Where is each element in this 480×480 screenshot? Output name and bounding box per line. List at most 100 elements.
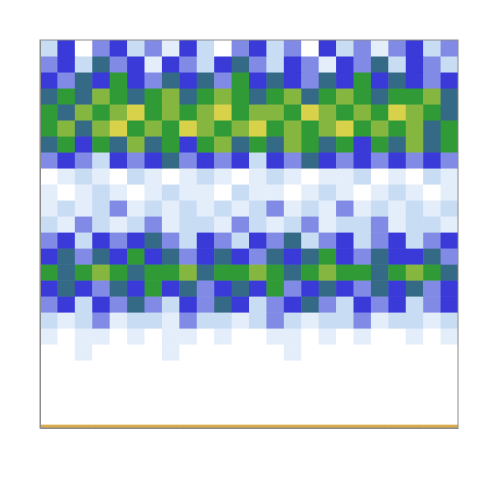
cell [145,216,163,233]
cell [57,360,75,377]
cell [266,280,284,297]
cell [406,232,424,249]
cell [162,88,180,105]
cell [179,40,197,57]
cell [57,376,75,393]
cell [179,104,197,121]
cell [57,328,75,345]
cell [284,264,302,281]
cell [214,392,232,409]
cell [40,72,58,89]
cell [266,424,284,428]
cell [406,328,424,345]
cell [162,232,180,249]
cell [162,248,180,265]
cell [371,360,389,377]
cell [75,376,93,393]
cell [336,200,354,217]
cell [319,152,337,169]
cell [354,200,372,217]
cell [127,296,145,313]
cell [388,200,406,217]
cell [284,104,302,121]
cell [110,248,128,265]
cell [40,216,58,233]
cell [110,168,128,185]
cell [214,376,232,393]
cell [388,264,406,281]
cell [319,312,337,329]
cell [127,56,145,73]
cell [197,184,215,201]
cell [40,232,58,249]
cell [110,328,128,345]
cell [40,168,58,185]
cell [388,88,406,105]
cell [249,136,267,153]
cell [179,328,197,345]
cell [75,120,93,137]
cell [249,40,267,57]
cell [57,168,75,185]
cell [162,152,180,169]
cell [319,216,337,233]
cell [371,408,389,425]
cell [371,344,389,361]
cell [92,392,110,409]
cell [441,40,458,57]
cell [406,280,424,297]
cell [284,312,302,329]
cell [371,296,389,313]
cell [145,376,163,393]
cell [388,56,406,73]
cell [336,424,354,428]
cell [354,408,372,425]
cell [423,136,441,153]
cell [266,184,284,201]
cell [406,408,424,425]
cell [110,392,128,409]
cell [75,216,93,233]
cell [197,152,215,169]
cell [110,344,128,361]
cell [214,408,232,425]
cell [388,280,406,297]
cell [301,408,319,425]
cell [266,56,284,73]
cell [284,360,302,377]
cell [127,376,145,393]
cell [214,280,232,297]
cell [406,216,424,233]
cell [388,376,406,393]
cell [232,104,250,121]
cell [145,248,163,265]
cell [249,328,267,345]
cell [354,168,372,185]
cell [179,56,197,73]
cell [336,136,354,153]
cell [249,280,267,297]
cell [249,248,267,265]
cell [284,408,302,425]
cell [40,424,58,428]
cell [319,408,337,425]
cell [266,88,284,105]
cell [266,72,284,89]
cell [284,120,302,137]
cell [301,232,319,249]
cell [441,232,458,249]
cell [232,424,250,428]
cell [92,360,110,377]
cell [284,248,302,265]
cell [145,168,163,185]
cell [162,104,180,121]
cell [57,280,75,297]
cell [145,264,163,281]
cell [441,200,458,217]
cell [110,408,128,425]
cell [232,56,250,73]
cell [406,184,424,201]
cell [388,232,406,249]
cell [197,88,215,105]
cell [40,136,58,153]
